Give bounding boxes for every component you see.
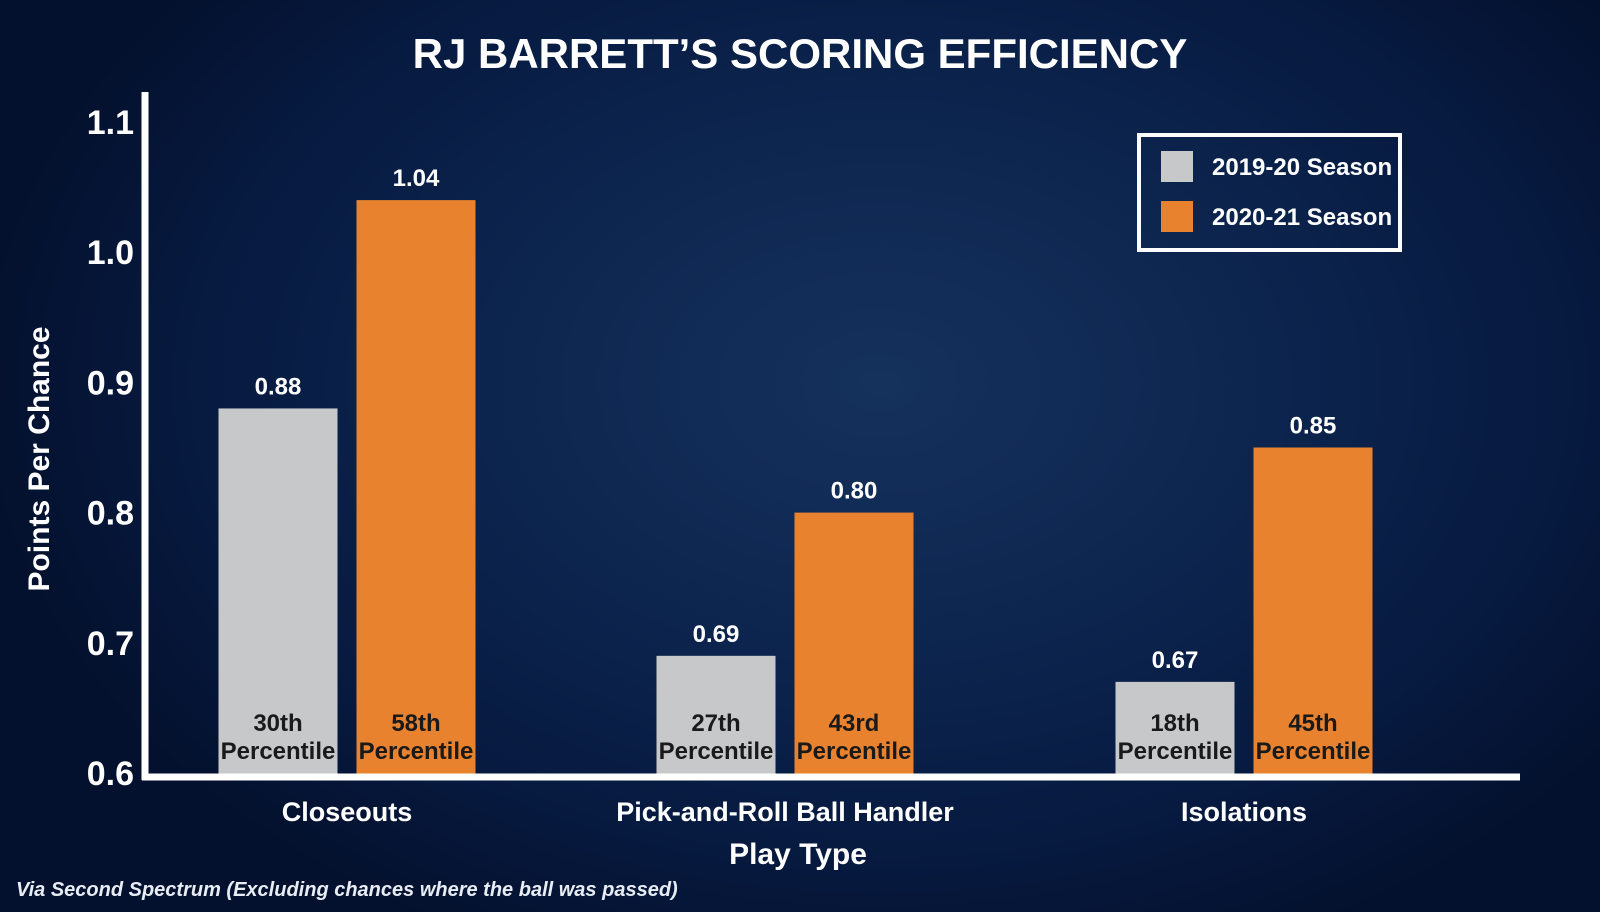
percentile-word-label: Percentile	[1118, 738, 1233, 765]
percentile-rank-label: 30th	[253, 710, 302, 737]
source-note: Via Second Spectrum (Excluding chances w…	[16, 879, 678, 901]
y-tick-label: 0.7	[87, 625, 134, 663]
percentile-word-label: Percentile	[359, 738, 474, 765]
percentile-rank-label: 18th	[1150, 710, 1199, 737]
percentile-rank-label: 27th	[691, 710, 740, 737]
y-tick-label: 1.1	[87, 104, 134, 142]
chart-title: RJ BARRETT’S SCORING EFFICIENCY	[413, 30, 1188, 77]
bar	[356, 200, 476, 775]
bar	[1253, 447, 1373, 775]
legend-swatch-2020-21	[1161, 201, 1193, 232]
bar-value-label: 1.04	[393, 165, 440, 192]
percentile-word-label: Percentile	[221, 738, 336, 765]
legend-swatch-2019-20	[1161, 151, 1193, 182]
x-axis-title: Play Type	[729, 838, 867, 871]
y-tick-label: 0.6	[87, 755, 134, 793]
percentile-rank-label: 45th	[1288, 710, 1337, 737]
bar	[1115, 681, 1235, 775]
category-label: Closeouts	[282, 797, 413, 827]
bar	[656, 655, 776, 775]
legend-box	[1137, 133, 1402, 252]
bar-value-label: 0.69	[693, 621, 740, 648]
legend: 2019-20 Season 2020-21 Season	[1137, 133, 1402, 252]
y-tick-label: 0.9	[87, 364, 134, 402]
bar-value-label: 0.85	[1290, 413, 1337, 440]
percentile-rank-label: 58th	[391, 710, 440, 737]
bar-value-label: 0.67	[1152, 647, 1199, 674]
percentile-rank-label: 43rd	[829, 710, 880, 737]
legend-label-2020-21: 2020-21 Season	[1212, 204, 1392, 231]
y-axis-title: Points Per Chance	[23, 326, 56, 591]
category-labels: Closeouts Pick-and-Roll Ball Handler Isola…	[282, 797, 1307, 827]
y-tick-label: 1.0	[87, 234, 134, 272]
bars-group: 0.8830thPercentile0.6927thPercentile0.67…	[218, 165, 1373, 775]
bar	[218, 408, 338, 775]
category-label: Isolations	[1181, 797, 1307, 827]
bar-value-label: 0.88	[255, 373, 302, 400]
bar	[794, 512, 914, 775]
percentile-word-label: Percentile	[659, 738, 774, 765]
y-tick-label: 0.8	[87, 495, 134, 533]
category-label: Pick-and-Roll Ball Handler	[616, 797, 954, 827]
legend-label-2019-20: 2019-20 Season	[1212, 154, 1392, 181]
bar-value-label: 0.80	[831, 478, 878, 505]
percentile-word-label: Percentile	[1256, 738, 1371, 765]
percentile-word-label: Percentile	[797, 738, 912, 765]
y-axis-ticks: 0.6 0.7 0.8 0.9 1.0 1.1	[87, 104, 134, 793]
